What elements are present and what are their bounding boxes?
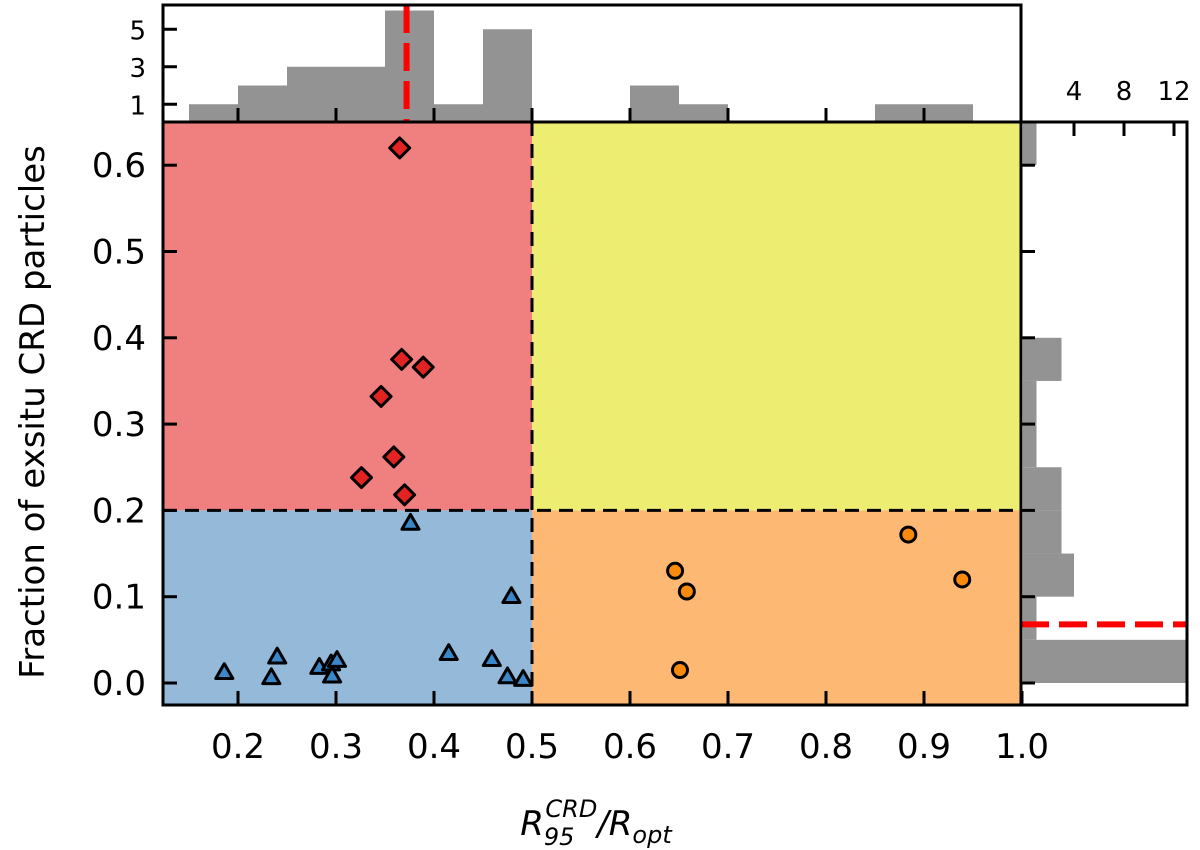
right-hist-bar: [1023, 596, 1037, 640]
right-hist-bar: [1023, 639, 1187, 683]
right-hist-x-tick-label: 4: [1066, 77, 1083, 107]
top-hist-y-tick-label: 5: [129, 16, 146, 46]
triangle-marker: [438, 643, 459, 662]
axis-labels: R95CRD/Ropt Fraction of exsitu CRD parti…: [13, 145, 673, 850]
x-tick-label: 0.6: [603, 727, 657, 767]
top-hist-frame: [161, 3, 1023, 124]
triangle-marker: [214, 662, 235, 680]
top-histogram: 1 3 5: [129, 3, 1023, 124]
y-tick-label: 0.3: [92, 405, 146, 445]
y-tick-label: 0.1: [92, 578, 146, 618]
y-tick-label: 0.4: [92, 319, 146, 359]
triangle-marker: [481, 649, 502, 668]
triangle-marker: [322, 665, 343, 684]
top-hist-bar: [189, 104, 238, 123]
triangle-marker: [501, 586, 522, 605]
threshold-lines: [163, 122, 1021, 705]
top-hist-bar: [924, 104, 973, 123]
right-hist-bar: [1023, 122, 1037, 166]
diamond-marker: [388, 136, 412, 160]
region-extended-high-exsitu: [532, 122, 1021, 511]
x-tick-label: 0.2: [211, 727, 265, 767]
x-tick-label: 0.3: [309, 727, 363, 767]
main-axes: 0.2 0.3 0.4 0.5 0.6 0.7 0.8 0.9 1.0 0.0 0.1 0.2 0.3 0…: [92, 120, 1049, 767]
y-axis-label: Fraction of exsitu CRD particles: [13, 145, 53, 679]
diamond-marker: [369, 384, 393, 408]
y-tick-label: 0.0: [92, 664, 146, 704]
x-tick-label: 0.9: [897, 727, 951, 767]
diamond-marker: [349, 466, 373, 490]
right-histogram: 4 8 12: [1019, 77, 1191, 707]
right-hist-bar: [1023, 510, 1062, 554]
triangle-marker: [513, 669, 534, 687]
diamond-marker: [393, 483, 417, 507]
top-hist-bar: [434, 104, 483, 123]
right-hist-bar: [1023, 553, 1074, 597]
right-hist-bar: [1023, 337, 1062, 381]
triangle-marker: [497, 666, 518, 685]
circle-marker: [899, 525, 918, 544]
top-hist-y-tick-label: 1: [129, 91, 146, 121]
right-hist-frame: [1019, 120, 1189, 707]
top-hist-bar: [336, 66, 385, 123]
right-hist-x-tick-label: 12: [1157, 77, 1190, 107]
triangle-marker: [326, 650, 348, 668]
x-axis-label: R95CRD/Ropt: [520, 795, 673, 850]
circle-marker: [670, 661, 689, 680]
circle-marker: [953, 570, 972, 589]
right-hist-bar: [1023, 467, 1062, 511]
diamond-marker: [390, 347, 414, 371]
triangle-marker: [267, 646, 288, 665]
region-compact-high-exsitu: [163, 122, 532, 511]
right-hist-bar: [1023, 380, 1037, 425]
y-tick-label: 0.6: [92, 146, 146, 186]
quadrant-regions: [163, 122, 1021, 705]
y-tick-label: 0.5: [92, 233, 146, 273]
right-hist-bar: [1023, 424, 1037, 468]
diamond-marker: [382, 445, 406, 469]
region-extended-low-exsitu: [532, 510, 1021, 705]
top-hist-bar: [630, 85, 679, 123]
x-tick-label: 0.4: [407, 727, 461, 767]
top-hist-bar: [238, 85, 287, 123]
x-tick-label: 1.0: [995, 727, 1049, 767]
circle-marker: [677, 582, 696, 601]
x-tick-label: 0.5: [505, 727, 559, 767]
x-tick-label: 0.8: [799, 727, 853, 767]
right-hist-x-tick-label: 8: [1116, 77, 1133, 107]
triangle-marker: [400, 512, 421, 531]
top-hist-bar: [875, 104, 924, 123]
top-hist-y-tick-label: 3: [129, 54, 146, 84]
top-hist-bar: [483, 29, 532, 123]
scatter-points: [214, 136, 972, 687]
circle-marker: [666, 561, 685, 580]
y-tick-label: 0.2: [92, 491, 146, 531]
top-hist-bar: [679, 104, 728, 123]
top-hist-bar: [287, 66, 336, 123]
x-tick-label: 0.7: [701, 727, 755, 767]
triangle-marker: [261, 667, 282, 686]
diamond-marker: [411, 355, 435, 379]
